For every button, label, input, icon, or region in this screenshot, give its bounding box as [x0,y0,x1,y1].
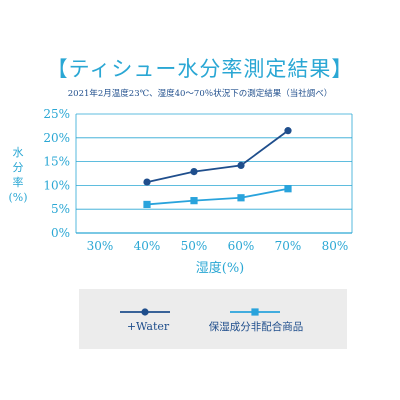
y-axis-ticks: 0% 5% 10% 15% 20% 25% [43,107,70,240]
series-line [146,129,289,183]
data-point [237,194,245,202]
legend-marker-water [141,308,149,316]
y-tick-label: 20% [43,131,70,145]
x-axis-label: 湿度(%) [196,260,245,276]
legend [120,308,280,316]
x-tick-label: 40% [134,239,161,253]
y-axis-label-3: 率 [13,175,24,189]
data-point [284,127,292,135]
x-tick-label: 60% [228,239,255,253]
legend-label-baseline: 保湿成分非配合商品 [209,320,304,333]
data-point [284,185,292,193]
y-tick-label: 0% [51,226,70,240]
legend-marker-baseline [251,308,259,316]
y-axis-label-2: 分 [13,161,24,174]
legend-box [79,289,347,349]
y-tick-label: 25% [43,107,70,121]
legend-label-water: +Water [127,320,170,333]
x-tick-label: 70% [275,239,302,253]
x-tick-label: 80% [322,239,349,253]
chart-subtitle: 2021年2月温度23℃、湿度40～70％状況下の測定結果（当社調べ） [68,88,333,99]
grid-lines [75,113,353,234]
y-tick-label: 15% [43,155,70,169]
x-tick-label: 30% [87,239,114,253]
data-point [190,167,198,176]
y-axis-label-1: 水 [13,146,24,159]
data-point [143,178,151,186]
series-line [146,187,289,206]
data-point [237,161,245,170]
data-point [190,197,198,205]
x-axis-ticks: 30% 40% 50% 60% 70% 80% [87,239,349,253]
y-tick-label: 10% [43,178,70,192]
y-tick-label: 5% [51,202,70,216]
chart-title: 【ティシュー水分率測定結果】 [47,57,354,81]
series-layer [143,127,292,209]
x-tick-label: 50% [181,239,208,253]
y-axis-label-4: (%) [8,191,27,204]
data-point [143,200,151,209]
